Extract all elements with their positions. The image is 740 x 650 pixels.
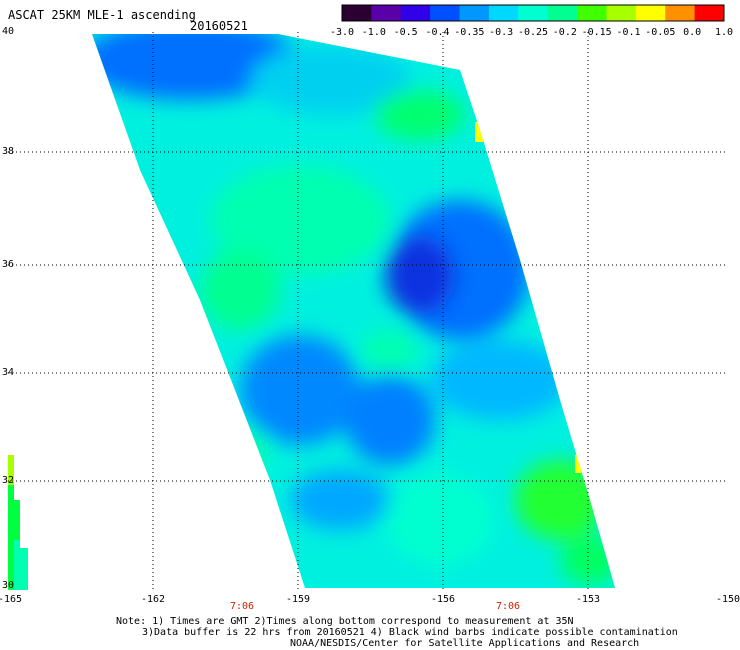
lat-label: 32 [2, 475, 15, 486]
lat-label: 38 [2, 146, 15, 157]
colorbar-border [341, 4, 725, 22]
lon-label: -153 [575, 594, 601, 605]
colorbar-swatch [635, 5, 666, 21]
lon-label: -159 [285, 594, 311, 605]
map-date: 20160521 [190, 19, 248, 33]
note-line-1: Note: 1) Times are GMT 2)Times along bot… [116, 616, 574, 627]
lat-label: 36 [2, 259, 15, 270]
lon-label: -156 [430, 594, 456, 605]
colorbar-tick-label: -0.2 [552, 27, 577, 38]
colorbar-swatch [665, 5, 696, 21]
lat-label: 40 [2, 26, 15, 37]
colorbar-swatch [400, 5, 431, 21]
map-title: ASCAT 25KM MLE-1 ascending [8, 8, 196, 22]
note-line-2: 3)Data buffer is 22 hrs from 20160521 4)… [142, 627, 678, 638]
colorbar-tick-label: -0.3 [489, 27, 514, 38]
colorbar-swatch [342, 5, 372, 21]
colorbar-swatch [459, 5, 490, 21]
colorbar-tick-label: -0.15 [581, 27, 612, 38]
left-swath-strip [8, 455, 28, 590]
colorbar-tick-label: -3.0 [329, 27, 355, 38]
colorbar-tick-label: -0.5 [393, 27, 418, 38]
time-label: 7:06 [495, 601, 521, 612]
colorbar-tick-label: -0.25 [517, 27, 549, 38]
colorbar-swatch [430, 5, 461, 21]
note-line-3: NOAA/NESDIS/Center for Satellite Applica… [290, 638, 640, 649]
colorbar-swatch [371, 5, 402, 21]
swath-field [92, 34, 615, 588]
colorbar-swatch [577, 5, 607, 21]
lon-label: -150 [715, 594, 740, 605]
colorbar-swatch [518, 5, 549, 21]
lat-label: 34 [2, 367, 15, 378]
lat-label: 30 [2, 580, 15, 591]
colorbar-tick-label: -0.4 [425, 27, 450, 38]
colorbar-tick-label: -0.35 [454, 27, 485, 38]
colorbar-swatch [694, 5, 725, 21]
colorbar [341, 4, 725, 22]
colorbar-tick-label: -0.1 [616, 27, 641, 38]
colorbar-swatch [606, 5, 637, 21]
lon-label: -165 [0, 594, 23, 605]
colorbar-swatch [488, 5, 519, 21]
colorbar-tick-label: 1.0 [714, 27, 734, 38]
colorbar-tick-label: -0.05 [645, 27, 676, 38]
colorbar-tick-label: 0.0 [683, 27, 702, 38]
lon-label: -162 [140, 594, 166, 605]
grid-lines [8, 32, 728, 590]
colorbar-tick-label: -1.0 [361, 27, 386, 38]
time-label: 7:06 [229, 601, 255, 612]
colorbar-swatch [547, 5, 578, 21]
